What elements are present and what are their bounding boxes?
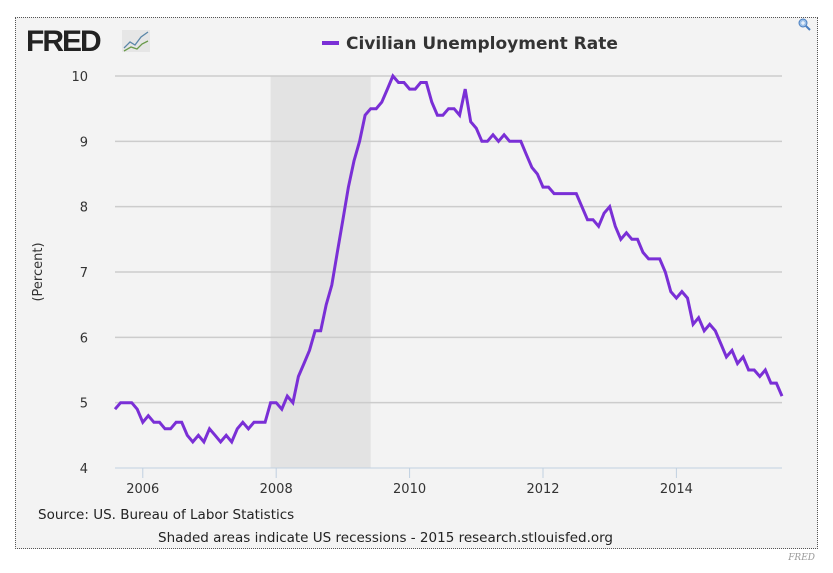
recession-note: Shaded areas indicate US recessions - 20… <box>158 530 613 546</box>
y-tick-label: 9 <box>80 135 88 150</box>
y-tick-label: 10 <box>71 70 88 85</box>
x-tick-label: 2008 <box>260 482 293 497</box>
fred-logo: FRED <box>26 25 150 58</box>
fred-credit: FRED <box>788 553 815 563</box>
source-note: Source: US. Bureau of Labor Statistics <box>38 507 294 523</box>
fred-logo-text: FRED <box>26 25 101 58</box>
y-tick-label: 8 <box>80 201 88 216</box>
y-tick-label: 4 <box>80 462 88 477</box>
chart-title: Civilian Unemployment Rate <box>346 34 618 54</box>
x-tick-label: 2006 <box>126 482 159 497</box>
x-tick-label: 2012 <box>526 482 559 497</box>
x-tick-label: 2014 <box>660 482 693 497</box>
y-tick-label: 6 <box>80 331 88 346</box>
x-tick-label: 2010 <box>393 482 426 497</box>
chart-frame <box>15 17 818 549</box>
zoom-in-icon[interactable] <box>798 18 811 31</box>
y-tick-label: 7 <box>80 266 88 281</box>
y-axis-label: (Percent) <box>31 242 46 301</box>
y-tick-label: 5 <box>80 397 88 412</box>
series-line-unemployment <box>113 73 784 445</box>
legend: Civilian Unemployment Rate <box>322 34 618 54</box>
